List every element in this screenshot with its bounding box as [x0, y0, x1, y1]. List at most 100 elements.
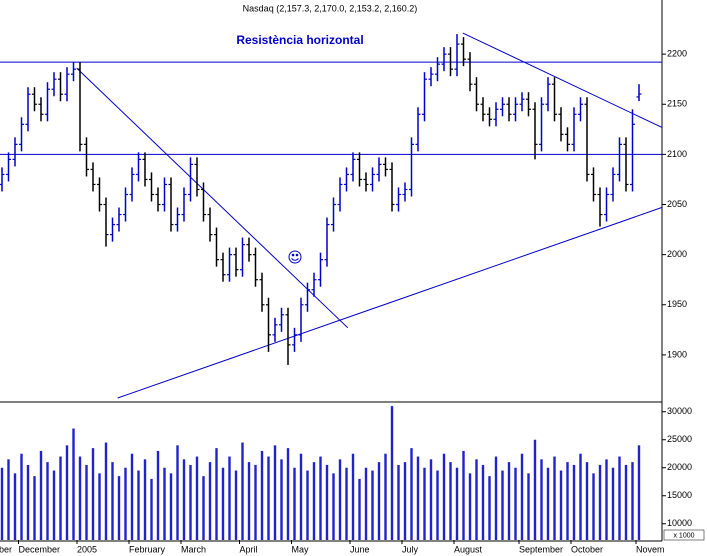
- volume-bar: [241, 442, 244, 540]
- volume-bar: [488, 476, 491, 540]
- volume-bar: [364, 467, 368, 540]
- volume-bar: [514, 467, 517, 540]
- volume-bar: [351, 453, 355, 540]
- volume-bar: [169, 473, 173, 540]
- volume-bar: [520, 453, 524, 540]
- volume-bar: [566, 462, 569, 540]
- volume-bar: [319, 456, 322, 540]
- volume-bar: [78, 456, 82, 540]
- volume-bar: [507, 462, 511, 540]
- volume-bar: [371, 470, 374, 540]
- x-tick-label: 2005: [77, 544, 97, 554]
- volume-bar: [286, 448, 290, 540]
- volume-bar: [624, 464, 628, 540]
- volume-bar: [85, 464, 88, 540]
- volume-bar: [117, 476, 121, 540]
- volume-bar: [442, 453, 446, 540]
- volume-bar: [189, 464, 192, 540]
- volume-bar: [390, 406, 394, 540]
- volume-bar: [260, 450, 264, 540]
- volume-bar: [195, 456, 199, 540]
- volume-bar: [111, 462, 114, 540]
- volume-bar: [605, 459, 608, 540]
- unit-box: [663, 529, 705, 541]
- volume-bar: [410, 448, 413, 540]
- volume-bar: [345, 467, 348, 540]
- volume-bar: [527, 473, 530, 540]
- volume-bar: [546, 467, 550, 540]
- volume-bar: [403, 462, 407, 540]
- volume-bar: [306, 470, 309, 540]
- volume-bar: [104, 442, 108, 540]
- y2-tick-label: 15000: [667, 490, 692, 500]
- x-tick-label: June: [350, 544, 370, 554]
- trend-line: [117, 207, 662, 399]
- volume-bar: [572, 464, 576, 540]
- volume-bar: [20, 453, 23, 540]
- volume-bar: [273, 445, 277, 540]
- volume-bar: [481, 464, 485, 540]
- volume-bar: [429, 459, 433, 540]
- volume-bar: [33, 476, 36, 540]
- volume-bar: [208, 462, 212, 540]
- x-tick-label: ber: [0, 544, 12, 554]
- x-tick-label: March: [181, 544, 206, 554]
- volume-bar: [579, 453, 582, 540]
- volume-bar: [449, 462, 452, 540]
- y-tick-label: 1950: [667, 299, 687, 309]
- y-tick-label: 2050: [667, 199, 687, 209]
- volume-bar: [26, 464, 30, 540]
- volume-bar: [423, 467, 426, 540]
- volume-bar: [338, 459, 342, 540]
- volume-bar: [163, 467, 166, 540]
- volume-bar: [13, 473, 17, 540]
- volume-bar: [156, 450, 160, 540]
- volume-bar: [267, 456, 270, 540]
- y-tick-label: 2150: [667, 99, 687, 109]
- volume-bar: [592, 473, 595, 540]
- volume-bar: [455, 467, 459, 540]
- volume-bar: [585, 462, 589, 540]
- y2-tick-label: 25000: [667, 434, 692, 444]
- volume-bar: [176, 445, 179, 540]
- volume-bar: [559, 470, 563, 540]
- x-tick-label: December: [19, 544, 61, 554]
- x-tick-label: Novem: [636, 544, 665, 554]
- volume-bar: [598, 464, 602, 540]
- volume-bar: [293, 467, 296, 540]
- volume-bar: [150, 478, 153, 540]
- volume-bar: [553, 456, 556, 540]
- volume-bar: [501, 470, 504, 540]
- volume-bar: [215, 448, 218, 540]
- volume-bar: [39, 450, 43, 540]
- y2-tick-label: 20000: [667, 462, 692, 472]
- volume-bar: [202, 476, 205, 540]
- volume-bar: [143, 459, 147, 540]
- volume-bar: [228, 456, 231, 540]
- smiley: [288, 250, 302, 264]
- volume-unit: x 1000: [673, 532, 694, 539]
- volume-bar: [397, 464, 400, 540]
- volume-bar: [59, 456, 62, 540]
- volume-bar: [299, 453, 303, 540]
- volume-bar: [0, 467, 4, 540]
- x-tick-label: May: [292, 544, 310, 554]
- x-tick-label: February: [129, 544, 166, 554]
- volume-bar: [234, 470, 238, 540]
- x-tick-label: April: [240, 544, 258, 554]
- y2-tick-label: 30000: [667, 406, 692, 416]
- volume-bar: [98, 473, 101, 540]
- volume-bar: [221, 467, 225, 540]
- volume-bar: [384, 453, 387, 540]
- volume-bar: [65, 445, 69, 540]
- volume-bar: [254, 464, 257, 540]
- x-tick-label: September: [519, 544, 563, 554]
- volume-bar: [46, 462, 49, 540]
- x-tick-label: July: [402, 544, 419, 554]
- volume-bar: [91, 448, 95, 540]
- volume-bar: [494, 456, 498, 540]
- chart-title: Nasdaq (2,157.3, 2,170.0, 2,153.2, 2,160…: [243, 3, 418, 13]
- volume-bar: [468, 473, 472, 540]
- volume-bar: [72, 428, 75, 540]
